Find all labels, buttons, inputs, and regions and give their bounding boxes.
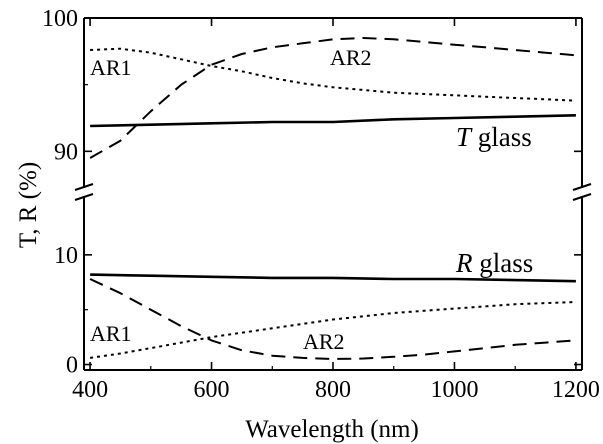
annotation-ar1-upper: AR1: [90, 55, 132, 80]
annotation-t-glass-label: glass: [471, 122, 532, 152]
annotation-ar2-lower: AR2: [303, 329, 345, 354]
axis-break-mark-right-bottom: [572, 193, 592, 201]
series-line-lower-dashed: [89, 278, 576, 360]
series-line-upper-solid: [90, 114, 576, 128]
x-tick-label: 400: [72, 377, 108, 403]
x-tick-label: 600: [194, 377, 230, 403]
plot-frame: [74, 17, 592, 371]
series-line-upper-dashed: [89, 37, 576, 159]
axis-break-mark-left-top: [74, 183, 94, 191]
series-line-upper-dotted: [90, 47, 576, 102]
x-tick-label: 1200: [552, 377, 600, 403]
annotation-r-glass: R glass: [455, 248, 533, 278]
axis-break-mark-right-top: [572, 183, 592, 191]
y-tick-label-upper: 100: [42, 6, 78, 32]
series-layer: [89, 37, 576, 360]
axis-break-mark-left-bottom: [74, 193, 94, 201]
annotation-ar1-lower: AR1: [90, 321, 132, 346]
annotation-r-glass-symbol: R: [455, 248, 473, 278]
annotation-t-glass-symbol: T: [456, 122, 473, 152]
x-axis-title: Wavelength (nm): [245, 416, 419, 443]
y-tick-label-upper: 90: [54, 139, 78, 165]
annotation-ar2-upper: AR2: [330, 45, 372, 70]
series-line-lower-dotted: [89, 301, 576, 359]
x-tick-label: 1000: [430, 377, 478, 403]
annotation-t-glass: T glass: [456, 122, 532, 152]
y-tick-label-lower: 10: [54, 243, 78, 269]
y-axis-title: T, R (%): [15, 162, 42, 248]
y-tick-label-lower: 0: [66, 353, 78, 379]
series-line-lower-solid: [90, 273, 576, 283]
annotation-r-glass-label: glass: [473, 248, 534, 278]
x-tick-label: 800: [315, 377, 351, 403]
